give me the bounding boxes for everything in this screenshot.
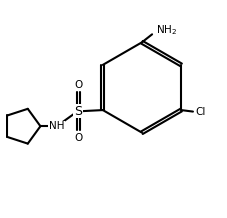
Text: O: O <box>74 133 82 143</box>
Text: S: S <box>74 105 82 118</box>
Text: NH$_2$: NH$_2$ <box>155 24 176 37</box>
Text: O: O <box>74 80 82 90</box>
Text: NH: NH <box>49 121 64 131</box>
Text: Cl: Cl <box>194 107 205 117</box>
